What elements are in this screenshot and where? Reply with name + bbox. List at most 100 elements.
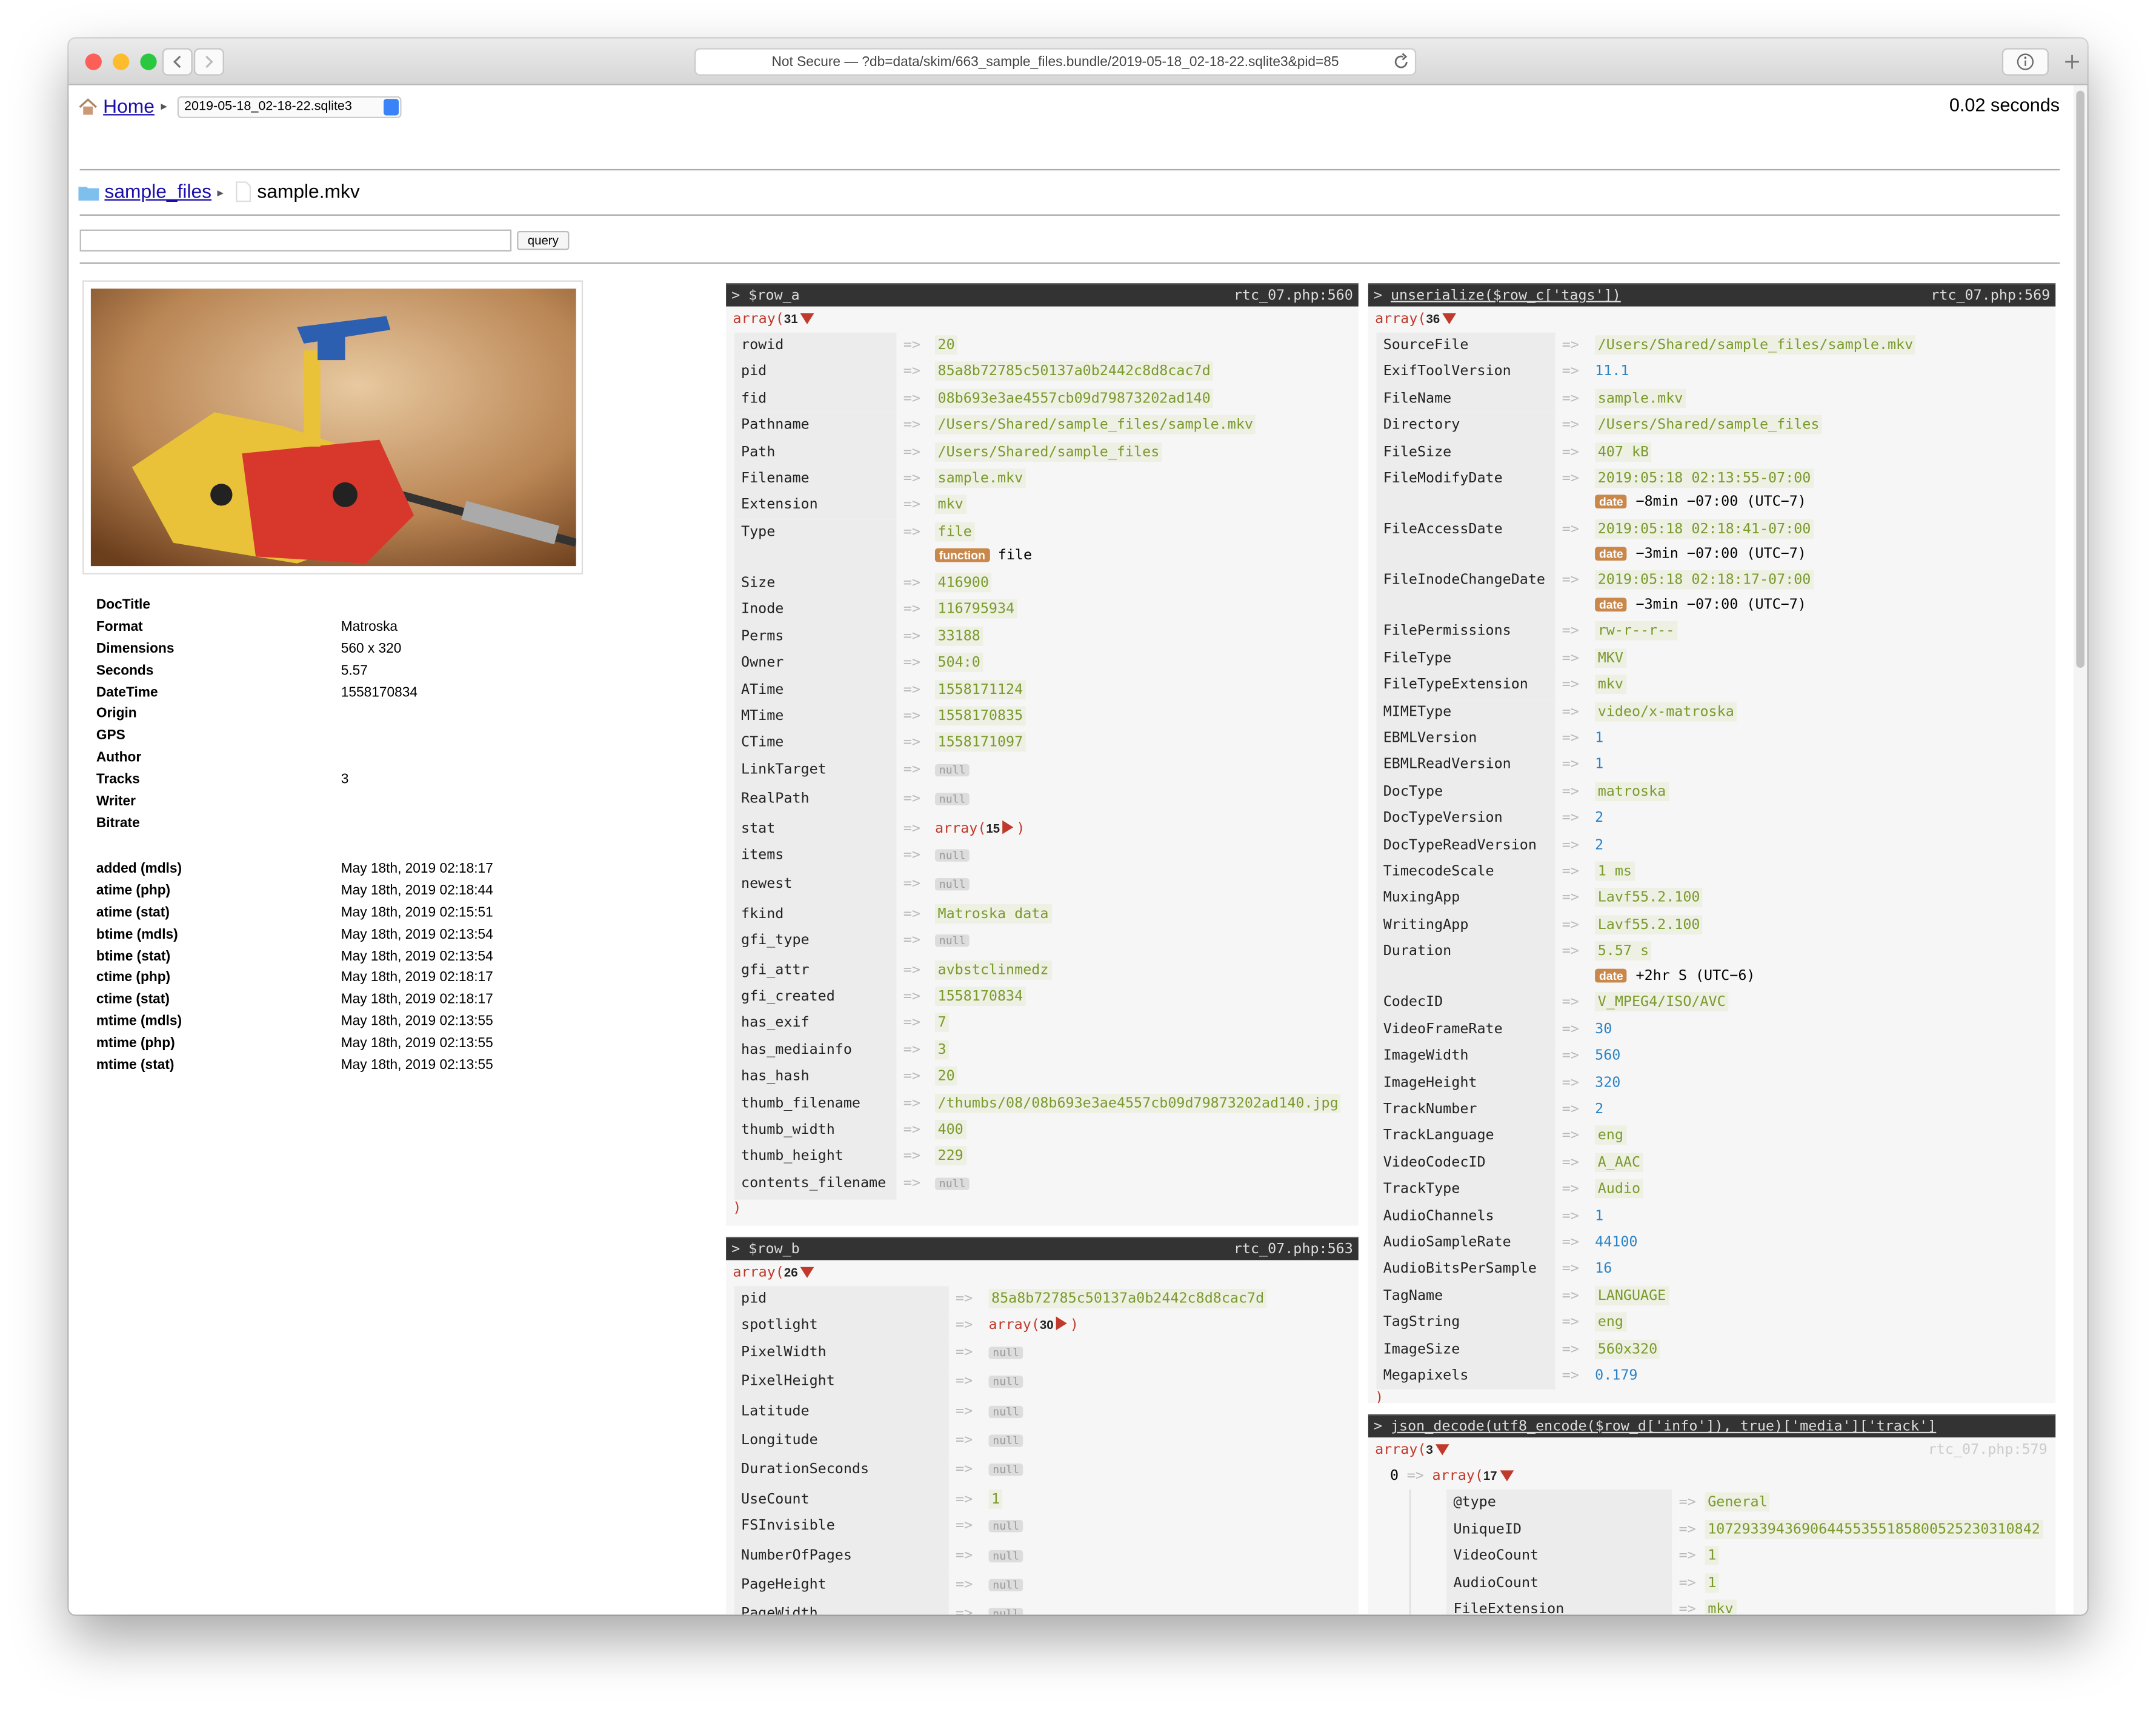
dump-value: 20 bbox=[934, 1064, 1359, 1091]
array-count: 30 bbox=[1039, 1318, 1054, 1333]
forward-button[interactable] bbox=[193, 48, 224, 76]
dump-key: EBMLVersion bbox=[1376, 725, 1555, 753]
string-value: 3 bbox=[934, 1040, 950, 1060]
array-line: array(36 bbox=[1368, 307, 2056, 333]
string-value: 416900 bbox=[934, 573, 992, 593]
arrow: => bbox=[1562, 363, 1579, 380]
meta-row: Dimensions 560 x 320 bbox=[96, 639, 418, 661]
arrow: => bbox=[956, 1344, 973, 1360]
expand-open[interactable] bbox=[1436, 1444, 1450, 1456]
string-value: 107293394369064455355185800525230310842 bbox=[1705, 1519, 2043, 1539]
arrow: => bbox=[1562, 890, 1579, 907]
query-input[interactable] bbox=[79, 229, 512, 251]
string-value: 1 ms bbox=[1595, 861, 1635, 881]
dump-row: DocTypeVersion => 2 bbox=[1376, 805, 2055, 833]
arrow: => bbox=[1562, 521, 1579, 538]
dump-key: Extension bbox=[734, 492, 897, 519]
dump-title[interactable]: unserialize($row_c['tags']) bbox=[1390, 287, 1621, 304]
dump-key: FileInodeChangeDate bbox=[1376, 568, 1555, 619]
arrow: => bbox=[903, 1174, 920, 1191]
dump-value: 3 bbox=[934, 1037, 1359, 1064]
null-value: null bbox=[988, 1434, 1023, 1447]
type-tag: date bbox=[1595, 546, 1628, 561]
dump-value: Matroska data bbox=[934, 901, 1359, 928]
dump-row: ExifToolVersion => 11.1 bbox=[1376, 359, 2055, 386]
meta-row: DocTitle bbox=[96, 595, 418, 617]
string-value: 1 bbox=[1705, 1573, 1719, 1593]
number-value: 30 bbox=[1595, 1021, 1612, 1037]
arrow: => bbox=[1562, 623, 1579, 640]
value-note: date −8min −07:00 (UTC−7) bbox=[1595, 493, 2055, 517]
arrow: => bbox=[903, 1094, 920, 1111]
array-close: ) bbox=[733, 1200, 742, 1217]
meta-row: DateTime 1558170834 bbox=[96, 682, 418, 704]
scrollbar[interactable] bbox=[2073, 85, 2088, 1615]
caret: > bbox=[731, 1240, 749, 1257]
string-value: A_AAC bbox=[1595, 1153, 1643, 1172]
expand-open[interactable] bbox=[800, 313, 814, 325]
string-value: Lavf55.2.100 bbox=[1595, 914, 1703, 934]
dump-row: ImageWidth => 560 bbox=[1376, 1043, 2055, 1070]
dump-key: DocTypeReadVersion bbox=[1376, 832, 1555, 859]
expand-closed[interactable] bbox=[1002, 819, 1014, 834]
null-value: null bbox=[988, 1464, 1023, 1477]
string-value: eng bbox=[1595, 1313, 1626, 1332]
dump-row: TrackType => Audio bbox=[1376, 1176, 2055, 1204]
meta-value: May 18th, 2019 02:13:55 bbox=[341, 1036, 493, 1051]
meta-key: DocTitle bbox=[96, 598, 150, 613]
meta-value: May 18th, 2019 02:18:17 bbox=[341, 992, 493, 1008]
address-bar[interactable]: Not Secure — ?db=data/skim/663_sample_fi… bbox=[694, 48, 1417, 76]
dump-row: MuxingApp => Lavf55.2.100 bbox=[1376, 885, 2055, 913]
dump-key: gfi_attr bbox=[734, 957, 897, 984]
dump-row: gfi_attr => avbstclinmedz bbox=[734, 957, 1359, 984]
expand-closed[interactable] bbox=[1056, 1317, 1068, 1331]
query-button[interactable]: query bbox=[517, 230, 570, 250]
meta-value: May 18th, 2019 02:13:55 bbox=[341, 1014, 493, 1030]
dump-key: AudioBitsPerSample bbox=[1376, 1256, 1555, 1284]
toolbar: Not Secure — ?db=data/skim/663_sample_fi… bbox=[68, 38, 2088, 85]
dump-value: null bbox=[988, 1399, 1358, 1428]
expand-open[interactable] bbox=[1500, 1470, 1514, 1482]
expand-open[interactable] bbox=[800, 1267, 814, 1278]
dump-value: 2019:05:18 02:13:55-07:00 date −8min −07:… bbox=[1595, 466, 2055, 517]
expand-open[interactable] bbox=[1442, 313, 1457, 325]
arrow: => bbox=[903, 363, 920, 380]
dump-key: SourceFile bbox=[1376, 332, 1555, 359]
dump-key: CodecID bbox=[1376, 990, 1555, 1017]
dump-value: LANGUAGE bbox=[1595, 1284, 2055, 1310]
dump-row: Latitude => null bbox=[734, 1398, 1359, 1428]
info-button[interactable] bbox=[2001, 48, 2049, 76]
folder-link[interactable]: sample_files bbox=[104, 180, 212, 202]
string-value: 20 bbox=[934, 335, 958, 355]
dump-title[interactable]: $row_a bbox=[748, 287, 800, 304]
dump-value: 400 bbox=[934, 1117, 1359, 1144]
dump-key: FileModifyDate bbox=[1376, 465, 1555, 517]
number-value: 16 bbox=[1595, 1260, 1612, 1277]
dump-title-wrap: > $row_a bbox=[731, 284, 800, 306]
dump-panel: > $row_b rtc_07.php:563 array(26 pid => 85a8b… bbox=[726, 1236, 1359, 1615]
nested-rows: @type => General UniqueID => 1072933943690644… bbox=[1409, 1490, 2055, 1615]
dump-row: newest => null bbox=[734, 871, 1359, 902]
dump-row: Path => /Users/Shared/sample_files bbox=[734, 439, 1359, 466]
arrow: => bbox=[1562, 703, 1579, 720]
meta-key: Seconds bbox=[96, 663, 154, 679]
new-tab-button[interactable] bbox=[2063, 52, 2082, 72]
back-button[interactable] bbox=[162, 48, 193, 76]
arrow: => bbox=[903, 1121, 920, 1138]
reload-icon[interactable] bbox=[1391, 52, 1411, 72]
dump-title[interactable]: $row_b bbox=[748, 1240, 800, 1257]
arrow: => bbox=[1562, 916, 1579, 933]
close-button[interactable] bbox=[85, 53, 102, 70]
number-value: 1 bbox=[1595, 756, 1604, 773]
db-select[interactable]: 2019-05-18_02-18-22.sqlite3 bbox=[177, 96, 402, 119]
null-value: null bbox=[934, 849, 970, 862]
zoom-button[interactable] bbox=[140, 53, 157, 70]
dump-key: PixelHeight bbox=[734, 1369, 949, 1399]
metadata-table: DocTitle Format Matroska Dimensions 560 x 32… bbox=[96, 595, 418, 835]
dump-row: FileSize => 407 kB bbox=[1376, 439, 2055, 466]
dump-title[interactable]: json_decode(utf8_encode($row_d['info']),… bbox=[1390, 1418, 1937, 1435]
dump-value: eng bbox=[1595, 1310, 2055, 1337]
home-link[interactable]: Home bbox=[103, 95, 155, 117]
minimize-button[interactable] bbox=[113, 53, 130, 70]
scroll-thumb[interactable] bbox=[2076, 90, 2084, 668]
